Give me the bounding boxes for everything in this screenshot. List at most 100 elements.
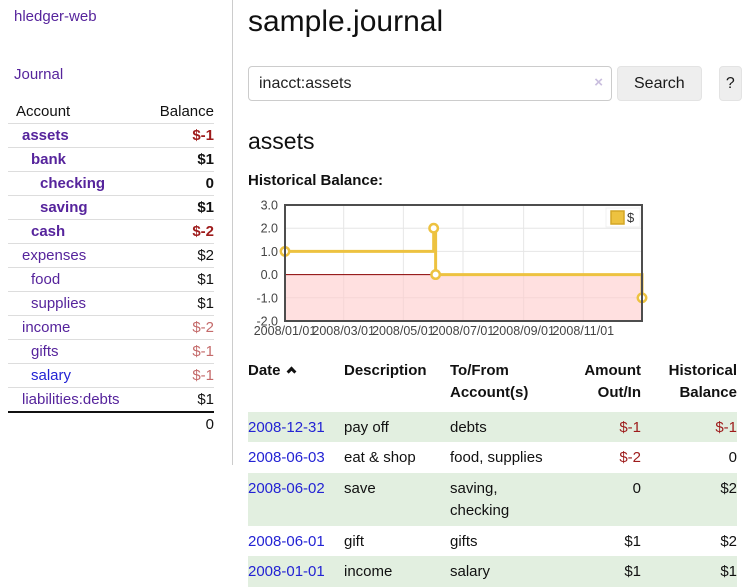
transaction-balance: $2 — [720, 532, 737, 550]
svg-text:2008/03/01: 2008/03/01 — [312, 324, 375, 338]
account-row-cash: cash $-2 — [8, 219, 214, 244]
svg-text:2.0: 2.0 — [261, 222, 278, 236]
transaction-accounts: food, supplies — [450, 449, 543, 467]
search-bar: × Search ? — [248, 66, 742, 101]
account-balance-expenses: $2 — [146, 243, 214, 268]
account-balance-bank: $1 — [146, 147, 214, 172]
account-balance-supplies: $1 — [146, 291, 214, 316]
account-link-salary[interactable]: salary — [31, 367, 72, 384]
account-row-saving: saving $1 — [8, 195, 214, 220]
svg-text:2008/07/01: 2008/07/01 — [432, 324, 495, 338]
account-link-bank[interactable]: bank — [31, 151, 67, 168]
main-content: sample.journal × Search ? assets Histori… — [234, 0, 742, 587]
svg-text:0.0: 0.0 — [261, 268, 278, 282]
account-balance-gifts: $-1 — [146, 339, 214, 364]
accounts-table: Account Balance assets $-1 bank $1 check… — [8, 100, 214, 436]
account-link-gifts[interactable]: gifts — [31, 343, 59, 360]
transaction-accounts: gifts — [450, 532, 478, 550]
accounts-total-row: 0 — [8, 411, 214, 436]
accounts-header-balance: Balance — [146, 100, 214, 124]
transaction-date-link[interactable]: 2008-06-01 — [248, 532, 325, 550]
sidebar-item-journal[interactable]: Journal — [14, 66, 64, 83]
transaction-accounts: saving, checking — [450, 480, 510, 519]
svg-text:2008/05/01: 2008/05/01 — [372, 324, 435, 338]
account-row-assets: assets $-1 — [8, 123, 214, 148]
search-input[interactable] — [248, 66, 612, 101]
svg-text:-1.0: -1.0 — [256, 291, 278, 305]
account-link-supplies[interactable]: supplies — [31, 295, 87, 312]
transaction-date-link[interactable]: 2008-12-31 — [248, 418, 325, 436]
transaction-row: 2008-06-01 gift gifts $1 $2 — [248, 526, 737, 557]
accounts-table-header: Account Balance — [8, 100, 214, 124]
account-link-income[interactable]: income — [22, 319, 71, 336]
account-row-salary: salary $-1 — [8, 363, 214, 388]
transaction-amount: 0 — [632, 480, 641, 497]
account-balance-assets: $-1 — [146, 123, 214, 148]
account-balance-saving: $1 — [146, 195, 214, 220]
column-header-amount: Amount Out/In — [584, 362, 641, 401]
account-heading: assets — [248, 128, 315, 154]
transaction-balance: $1 — [720, 563, 737, 581]
transaction-amount: $-2 — [619, 449, 641, 467]
account-balance-cash: $-2 — [146, 219, 214, 244]
account-balance-salary: $-1 — [146, 363, 214, 388]
transaction-date-link[interactable]: 2008-01-01 — [248, 563, 325, 581]
column-header-date[interactable]: Date — [248, 360, 344, 412]
transaction-balance: $2 — [720, 480, 737, 497]
svg-text:-2.0: -2.0 — [256, 315, 278, 329]
transaction-accounts: salary — [450, 563, 491, 581]
app-title[interactable]: hledger-web — [14, 8, 97, 25]
account-link-saving[interactable]: saving — [40, 199, 88, 216]
page-title: sample.journal — [248, 5, 444, 38]
account-balance-food: $1 — [146, 267, 214, 292]
transaction-date-link[interactable]: 2008-06-03 — [248, 449, 325, 467]
transactions-header-row: Date Description To/From Account(s) Amou… — [248, 360, 737, 412]
account-link-checking[interactable]: checking — [40, 175, 106, 192]
transaction-date-link[interactable]: 2008-06-02 — [248, 480, 325, 497]
transaction-row: 2008-12-31 pay off debts $-1 $-1 — [248, 411, 737, 443]
account-link-cash[interactable]: cash — [31, 223, 66, 240]
transaction-amount: $1 — [624, 532, 641, 550]
transaction-description: pay off — [344, 418, 389, 436]
account-row-food: food $1 — [8, 267, 214, 292]
account-link-food[interactable]: food — [31, 271, 61, 288]
search-button[interactable]: Search — [617, 66, 702, 101]
svg-text:3.0: 3.0 — [261, 199, 278, 213]
accounts-header-account: Account — [8, 100, 147, 124]
sort-ascending-icon — [286, 366, 296, 377]
account-balance-income: $-2 — [146, 315, 214, 340]
transaction-description: eat & shop — [344, 449, 416, 467]
svg-text:2008/09/01: 2008/09/01 — [492, 324, 555, 338]
column-header-accounts: To/From Account(s) — [450, 362, 529, 401]
account-row-supplies: supplies $1 — [8, 291, 214, 316]
account-row-bank: bank $1 — [8, 147, 214, 172]
account-row-income: income $-2 — [8, 315, 214, 340]
help-button[interactable]: ? — [718, 66, 742, 101]
accounts-total-balance: 0 — [146, 411, 214, 436]
transaction-balance: 0 — [728, 449, 737, 467]
column-header-description: Description — [344, 362, 427, 379]
transaction-amount: $-1 — [619, 418, 641, 436]
account-row-expenses: expenses $2 — [8, 243, 214, 268]
transaction-amount: $1 — [624, 563, 641, 581]
transaction-description: income — [344, 563, 393, 581]
account-row-liabilities-debts: liabilities:debts $1 — [8, 387, 214, 413]
clear-search-icon[interactable]: × — [594, 74, 603, 91]
sidebar: hledger-web Journal Account Balance asse… — [0, 0, 233, 465]
account-link-assets[interactable]: assets — [22, 127, 69, 144]
account-link-liabilities-debts[interactable]: liabilities:debts — [22, 391, 120, 408]
transaction-row: 2008-06-02 save saving, checking 0 $2 — [248, 473, 737, 526]
transaction-description: save — [344, 480, 376, 497]
svg-text:1.0: 1.0 — [261, 245, 278, 259]
column-header-balance: Historical Balance — [668, 362, 737, 401]
chart-title: Historical Balance: — [248, 172, 384, 189]
account-link-expenses[interactable]: expenses — [22, 247, 87, 264]
account-row-gifts: gifts $-1 — [8, 339, 214, 364]
transaction-row: 2008-01-01 income salary $1 $1 — [248, 556, 737, 587]
transaction-balance: $-1 — [715, 418, 737, 436]
svg-text:2008/01/01: 2008/01/01 — [254, 324, 317, 338]
transaction-accounts: debts — [450, 418, 487, 436]
account-row-checking: checking 0 — [8, 171, 214, 196]
account-balance-liabilities-debts: $1 — [146, 387, 214, 413]
transaction-description: gift — [344, 532, 365, 550]
